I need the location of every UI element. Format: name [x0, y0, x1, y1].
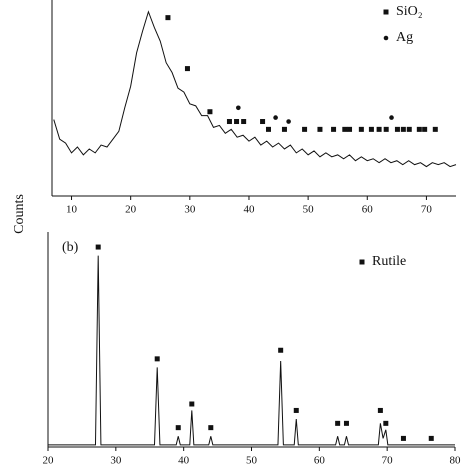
marker [343, 420, 349, 426]
x-tick-label: 70 [421, 204, 433, 216]
marker [406, 126, 412, 132]
marker [358, 126, 364, 132]
marker [400, 126, 406, 132]
marker [416, 126, 422, 132]
x-tick-label: 20 [125, 204, 137, 216]
legend-marker [359, 259, 365, 265]
marker [175, 425, 181, 431]
spectrum-line [53, 10, 457, 168]
x-tick-label: 20 [43, 455, 55, 467]
marker [377, 407, 383, 413]
x-tick-label: 60 [314, 455, 326, 467]
marker [302, 126, 308, 132]
panel-label: (b) [62, 240, 79, 255]
marker [432, 126, 438, 132]
x-tick-label: 60 [362, 204, 374, 216]
marker [400, 435, 406, 441]
marker [331, 126, 337, 132]
marker [376, 126, 382, 132]
x-tick-label: 40 [243, 204, 255, 216]
marker [422, 126, 428, 132]
marker [383, 420, 389, 426]
marker [335, 420, 341, 426]
x-tick-label: 50 [246, 455, 258, 467]
x-tick-label: 30 [110, 455, 122, 467]
marker [95, 244, 101, 250]
marker [347, 126, 353, 132]
x-tick-label: 40 [178, 455, 190, 467]
x-tick-label: 30 [184, 204, 196, 216]
marker [394, 126, 400, 132]
marker [273, 115, 278, 120]
marker [241, 119, 247, 125]
legend-label: SiO₂ [396, 4, 423, 19]
marker [278, 347, 284, 353]
marker [260, 119, 266, 125]
marker [293, 407, 299, 413]
x-tick-label: 50 [303, 204, 315, 216]
marker [265, 126, 271, 132]
marker [286, 119, 291, 124]
marker [207, 109, 213, 115]
marker [383, 126, 389, 132]
marker [189, 401, 195, 407]
marker [281, 126, 287, 132]
marker [234, 119, 240, 125]
legend-label: Rutile [372, 254, 406, 269]
marker [208, 425, 214, 431]
marker [226, 119, 232, 125]
marker [368, 126, 374, 132]
marker [317, 126, 323, 132]
marker [389, 115, 394, 120]
marker [236, 105, 241, 111]
legend-marker [383, 9, 389, 15]
legend-label: Ag [396, 30, 413, 45]
x-tick-label: 10 [66, 204, 78, 216]
marker [154, 356, 160, 362]
x-tick-label: 70 [382, 455, 394, 467]
marker [342, 126, 348, 132]
marker [428, 435, 434, 441]
marker [165, 15, 171, 21]
marker [184, 66, 190, 72]
y-axis-label: Counts [12, 194, 27, 234]
spectrum-line [48, 255, 455, 446]
x-tick-label: 80 [450, 455, 462, 467]
legend-marker [383, 35, 389, 41]
